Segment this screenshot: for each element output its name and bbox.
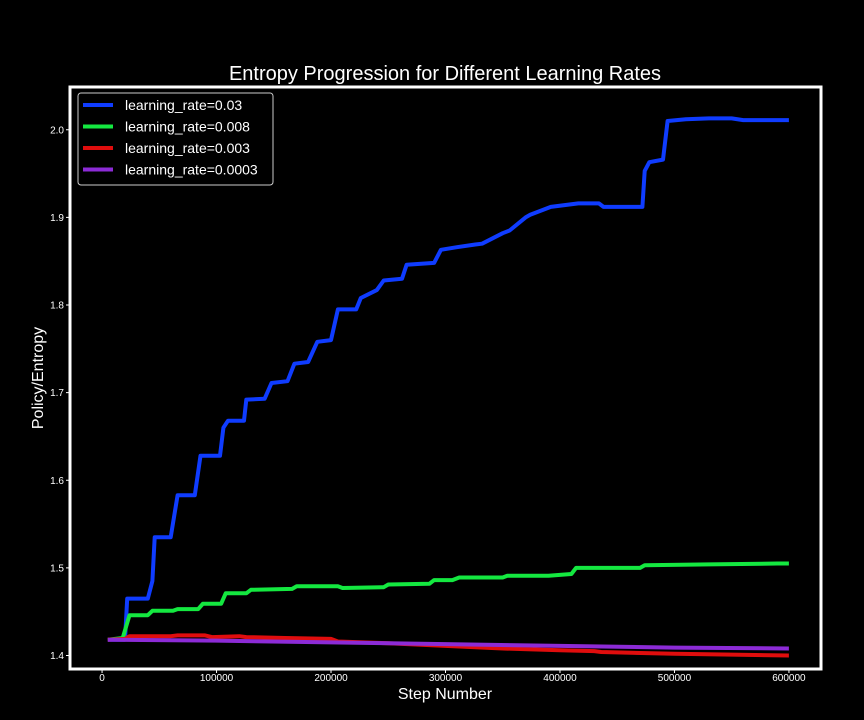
- plot-frame: [68, 85, 823, 671]
- y-tick-label: 1.7: [50, 388, 64, 399]
- x-tick-label: 0: [99, 673, 105, 684]
- y-tick-label: 1.5: [50, 563, 64, 574]
- chart-title: Entropy Progression for Different Learni…: [229, 63, 661, 85]
- legend-box: [77, 92, 274, 186]
- y-tick-label: 1.8: [50, 301, 64, 312]
- legend-label: learning_rate=0.003: [125, 140, 250, 156]
- y-tick-label: 1.9: [50, 213, 64, 224]
- series-lines: [107, 116, 789, 658]
- y-tick-label: 1.4: [50, 651, 64, 662]
- series-line-3: [107, 637, 789, 651]
- legend-label: learning_rate=0.0003: [125, 162, 258, 178]
- series-line-2: [107, 633, 789, 658]
- x-axis-title: Step Number: [398, 686, 493, 703]
- series-line-0: [107, 116, 789, 642]
- x-tick-label: 500000: [658, 673, 692, 684]
- x-tick-label: 400000: [543, 673, 577, 684]
- y-axis-title: Policy/Entropy: [30, 327, 47, 429]
- y-tick-label: 2.0: [50, 125, 64, 136]
- y-tick-label: 1.6: [50, 476, 64, 487]
- x-tick-label: 600000: [772, 673, 806, 684]
- series-line-1: [107, 561, 789, 642]
- legend: learning_rate=0.03 learning_rate=0.008lea…: [77, 92, 274, 186]
- x-tick-label: 300000: [429, 673, 463, 684]
- y-axis: 1.4 1.5 1.6 1.7 1.8 1.9 2.0: [50, 125, 70, 662]
- x-tick-label: 200000: [314, 673, 348, 684]
- x-tick-label: 100000: [200, 673, 234, 684]
- legend-label: learning_rate=0.03: [125, 97, 242, 113]
- legend-label: learning_rate=0.008: [125, 119, 250, 135]
